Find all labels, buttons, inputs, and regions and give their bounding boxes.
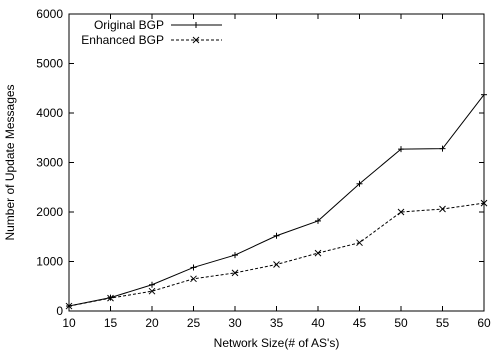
y-axis-label: Number of Update Messages (3, 84, 17, 240)
x-tick-label: 40 (311, 316, 325, 330)
y-tick-label: 6000 (36, 7, 63, 21)
y-tick-label: 2000 (36, 205, 63, 219)
plot-area (68, 13, 485, 312)
data-point (65, 302, 73, 310)
data-point (231, 269, 239, 277)
series-layer (65, 91, 488, 310)
x-tick-label: 50 (394, 316, 408, 330)
x-tick-label: 60 (477, 316, 491, 330)
y-axis-ticks: 0 1000 2000 3000 4000 5000 6000 (36, 7, 484, 318)
y-tick-label: 1000 (36, 255, 63, 269)
x-axis-ticks: 10 15 20 25 30 35 40 45 50 55 60 (62, 14, 491, 330)
legend-label: Enhanced BGP (81, 33, 164, 47)
x-tick-label: 55 (436, 316, 450, 330)
data-point (148, 287, 156, 295)
series-line-1 (68, 94, 485, 307)
x-tick-label: 20 (145, 316, 159, 330)
x-tick-label: 25 (187, 316, 201, 330)
y-tick-label: 3000 (36, 156, 63, 170)
data-point (480, 199, 488, 207)
data-point (356, 239, 363, 247)
x-axis-label: Network Size(# of AS's) (214, 336, 340, 350)
y-tick-label: 4000 (36, 106, 63, 120)
x-tick-label: 30 (228, 316, 242, 330)
x-tick-label: 35 (270, 316, 284, 330)
plot-frame (68, 13, 485, 312)
data-point (439, 205, 446, 213)
series-line-2 (68, 202, 485, 307)
x-tick-label: 15 (104, 316, 118, 330)
legend-label: Original BGP (94, 18, 164, 32)
x-tick-label: 10 (62, 316, 76, 330)
data-point (397, 208, 405, 216)
data-point (190, 275, 197, 283)
series-1 (66, 91, 487, 310)
x-tick-label: 45 (353, 316, 367, 330)
series-2 (65, 199, 488, 310)
data-point (273, 261, 280, 268)
data-point (314, 249, 322, 257)
data-point (107, 294, 114, 302)
legend-marker (192, 36, 200, 44)
y-tick-label: 0 (56, 304, 63, 318)
y-tick-label: 5000 (36, 57, 63, 71)
